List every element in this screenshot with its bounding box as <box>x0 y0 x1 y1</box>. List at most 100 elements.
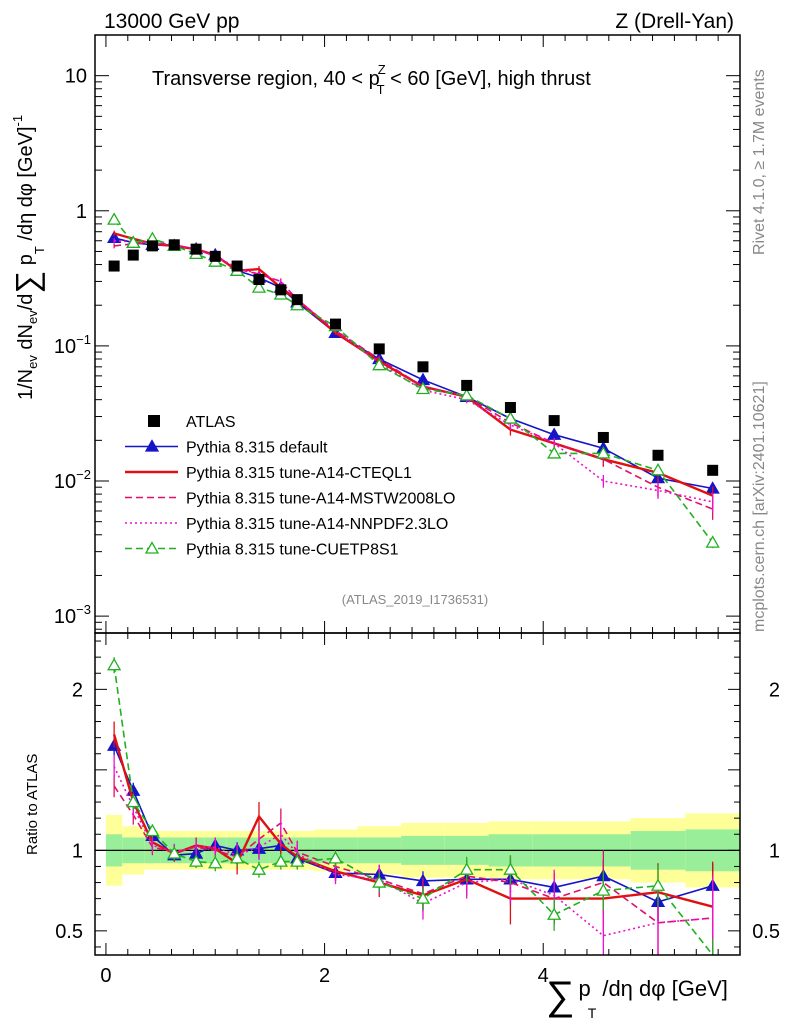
data-point-3 <box>168 239 180 251</box>
y-axis-label: 1/Nev dNev/d∑ pT /dη dφ [GeV]-1 <box>9 115 47 400</box>
main-point-series-4-7 <box>251 280 267 293</box>
ratio-point-series-4-15 <box>547 907 562 920</box>
ratio-line-series-4 <box>113 665 714 956</box>
ratio-point-series-4-7 <box>251 862 267 875</box>
data-point-5 <box>209 250 221 262</box>
data-point-8 <box>275 284 287 296</box>
ratio-point-series-4-12 <box>415 891 431 904</box>
ratio-point-series-4-2 <box>145 823 160 837</box>
data-point-13 <box>461 379 473 391</box>
x-axis-label: ∑ p T/dη dφ [GeV] <box>546 974 728 1021</box>
legend-label-2: Pythia 8.315 tune-A14-CTEQL1 <box>186 465 412 482</box>
header-right: Z (Drell-Yan) <box>615 10 734 33</box>
main-point-series-4-1 <box>126 235 141 248</box>
ratio-point-series-4-9 <box>290 854 305 867</box>
title-pre: Transverse region, 40 < p <box>152 68 380 90</box>
main-line-series-3 <box>114 240 713 503</box>
ratio-point-series-4-4 <box>189 854 204 867</box>
data-point-1 <box>127 249 139 261</box>
data-point-9 <box>291 294 303 306</box>
ylabel-e: /dη dφ [GeV] <box>15 126 37 246</box>
data-point-16 <box>597 431 609 443</box>
ratio-point-series-4-14 <box>503 862 518 875</box>
y-tick-exp-3: −2 <box>76 467 91 482</box>
header-left: 13000 GeV pp <box>104 10 239 33</box>
ylabel-sup: -1 <box>10 115 25 127</box>
ratio-tick-label-left-0: 2 <box>72 679 83 701</box>
legend-marker-1 <box>144 439 160 452</box>
main-point-series-0-15 <box>547 427 562 440</box>
xlabel-sub: T <box>588 1005 597 1021</box>
y-tick-base-3: 10 <box>54 471 76 493</box>
main-point-series-4-16 <box>596 446 611 459</box>
ylabel-c: /d <box>15 294 37 311</box>
data-point-0 <box>108 260 120 272</box>
analysis-tag: (ATLAS_2019_I1736531) <box>342 592 488 607</box>
ratio-point-series-4-6 <box>229 851 245 864</box>
ratio-point-series-4-10 <box>328 851 343 864</box>
title-sup: Z <box>378 62 386 77</box>
ylabel-a: 1/N <box>15 369 37 400</box>
main-point-series-4-18 <box>705 535 720 548</box>
main-point-series-4-17 <box>650 462 666 476</box>
data-point-7 <box>253 274 265 286</box>
ratio-tick-label-right-1: 1 <box>769 840 780 862</box>
ratio-point-series-4-3 <box>167 846 182 859</box>
ratio-point-series-4-1 <box>126 794 141 808</box>
title-sub: T <box>377 82 385 97</box>
ratio-y-axis-label: Ratio to ATLAS <box>24 754 41 855</box>
y-tick-exp-4: −3 <box>76 602 91 617</box>
ratio-point-series-4-17 <box>650 878 666 891</box>
ylabel-b: dN <box>15 324 37 355</box>
xlabel-sum: ∑ <box>546 974 575 1018</box>
main-point-series-4-15 <box>547 446 562 459</box>
ratio-uncertainty-bands <box>95 813 740 888</box>
data-point-4 <box>190 243 202 255</box>
ratio-tick-label-left-1: 1 <box>72 840 83 862</box>
ratio-point-series-4-11 <box>372 875 387 888</box>
y-tick-label-3: 10−2 <box>54 467 91 493</box>
y-tick-label-1: 1 <box>76 201 87 223</box>
data-point-14 <box>504 401 516 413</box>
y-tick-base-2: 10 <box>54 336 76 358</box>
data-point-17 <box>652 449 664 461</box>
data-point-18 <box>707 464 719 476</box>
chart-title: Transverse region, 40 < pZ T < 60 [GeV], … <box>152 62 591 97</box>
ylabel-sum: ∑ <box>9 271 45 294</box>
legend-label-0: ATLAS <box>186 414 236 431</box>
y-tick-label-2: 10−1 <box>54 332 91 358</box>
xlabel-p: p <box>579 976 591 1001</box>
ratio-series-layer <box>107 657 720 956</box>
legend-label-3: Pythia 8.315 tune-A14-MSTW2008LO <box>186 491 455 508</box>
x-tick-label-2: 4 <box>538 965 549 987</box>
main-data-layer <box>108 239 719 476</box>
legend-label-4: Pythia 8.315 tune-A14-NNPDF2.3LO <box>186 516 448 533</box>
ratio-point-series-4-13 <box>459 862 474 875</box>
data-point-11 <box>373 343 385 355</box>
ylabel-d: p <box>15 254 37 271</box>
ratio-point-series-4-5 <box>208 855 223 869</box>
ratio-tick-label-right-2: 0.5 <box>752 921 780 943</box>
ratio-point-series-4-0 <box>107 657 122 671</box>
y-tick-base-4: 10 <box>54 606 76 628</box>
legend: ATLAS Pythia 8.315 default Pythia 8.315 tu… <box>125 414 455 559</box>
ratio-frame <box>94 632 741 956</box>
xlabel-rest: /dη dφ [GeV] <box>602 976 728 1001</box>
y-tick-label-0: 10 <box>65 66 87 88</box>
ratio-tick-label-left-2: 0.5 <box>55 921 83 943</box>
ratio-point-series-4-16 <box>596 883 611 896</box>
legend-label-1: Pythia 8.315 default <box>186 440 328 457</box>
main-point-series-4-13 <box>459 388 474 401</box>
main-point-series-4-0 <box>107 212 122 225</box>
x-tick-label-1: 2 <box>319 965 330 987</box>
legend-marker-5 <box>144 541 160 554</box>
ylabel-ev2: ev <box>25 310 40 324</box>
ratio-axes: 0 2 4 2 2 1 1 0.5 0.5 <box>55 632 780 987</box>
legend-label-5: Pythia 8.315 tune-CUETP8S1 <box>186 542 399 559</box>
mcplots-label: mcplots.cern.ch [arXiv:2401.10621] <box>751 381 768 632</box>
legend-marker-data <box>148 415 160 427</box>
ratio-line-series-1 <box>112 734 714 908</box>
main-point-series-4-12 <box>415 381 431 395</box>
title-post: < 60 [GeV], high thrust <box>385 68 592 90</box>
